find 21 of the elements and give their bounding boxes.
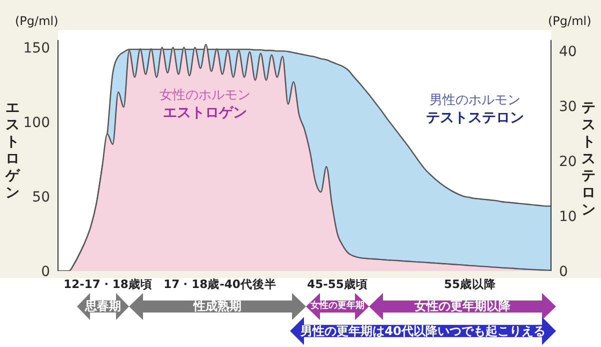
text: 17・18歳-40代後半 (162, 277, 278, 292)
y2-tick-label: 10 (559, 208, 577, 225)
annotation: 女性のホルモン (158, 87, 252, 104)
y2-tick-label: 30 (559, 98, 577, 115)
series-label: テストステロン (425, 109, 525, 127)
y2-tick-label: 20 (559, 154, 577, 170)
annotation: 男性のホルモン (428, 92, 522, 109)
y-tick-label: 0 (41, 264, 50, 280)
text: (Pg/ml) (548, 14, 592, 28)
text: 12-17・18歳頃 (62, 277, 154, 292)
y-tick-label: 150 (23, 40, 50, 56)
y-axis-title: エストロゲン (5, 100, 20, 202)
y2-tick-label: 0 (559, 264, 568, 280)
text: 55歳以降 (442, 277, 497, 292)
y-tick-label: 100 (23, 114, 50, 131)
text: 45-55歳頃 (306, 277, 369, 292)
text: (Pg/ml) (15, 14, 58, 28)
y2-tick-label: 40 (559, 44, 577, 60)
series-label: エストロゲン (162, 104, 248, 122)
y2-axis-title: テストステロン (581, 100, 596, 219)
y-tick-label: 50 (32, 189, 50, 206)
